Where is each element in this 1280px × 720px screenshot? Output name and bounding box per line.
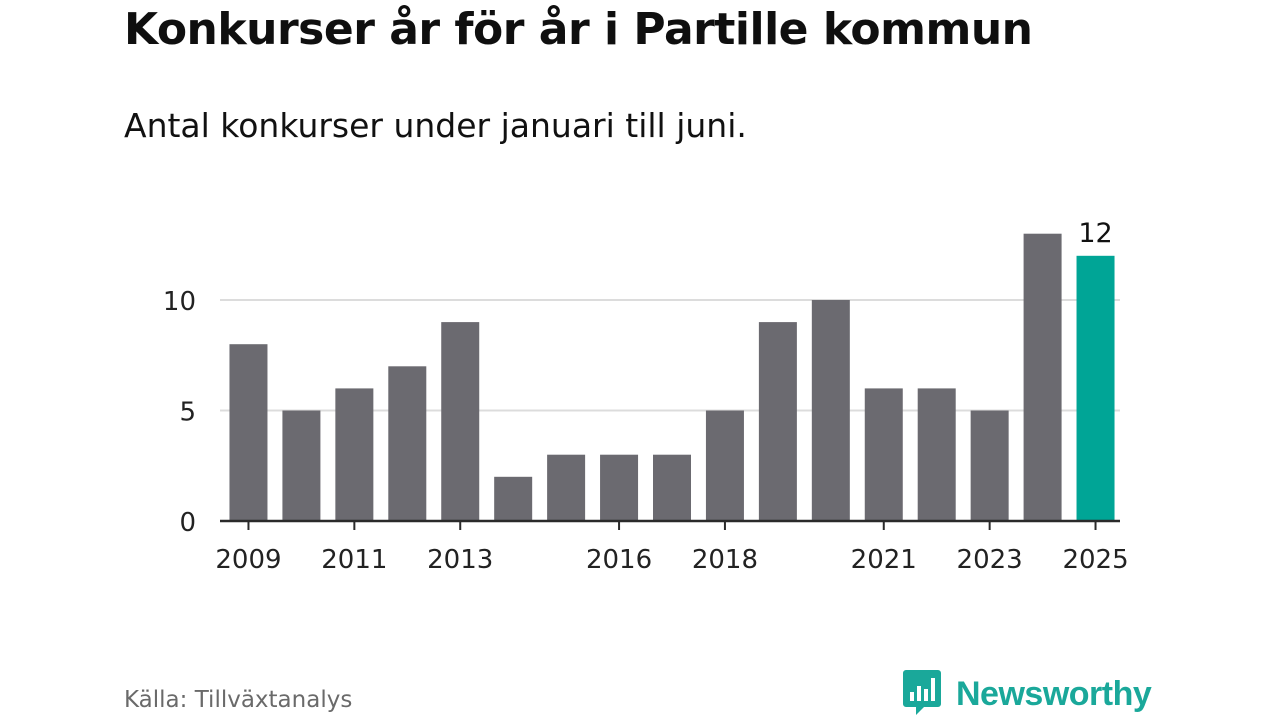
x-tick-label: 2009 xyxy=(215,545,281,575)
bar-2022 xyxy=(917,388,956,521)
x-axis-labels: 2009 2011 2013 2016 2018 2021 2023 2025 xyxy=(215,545,1128,575)
bar-2016 xyxy=(600,454,639,521)
x-tick-label: 2011 xyxy=(321,545,387,575)
bar-2015 xyxy=(547,454,586,521)
x-tick-label: 2018 xyxy=(692,545,758,575)
bar-2014 xyxy=(494,476,533,521)
bar-2025 xyxy=(1076,255,1115,522)
y-tick-label: 5 xyxy=(179,398,196,428)
newsworthy-bar-logo-icon xyxy=(902,668,942,720)
bar-2020 xyxy=(811,300,850,521)
bars xyxy=(229,233,1115,522)
bar-2013 xyxy=(441,322,480,521)
bar-2009 xyxy=(229,344,268,521)
x-tick-label: 2013 xyxy=(427,545,493,575)
y-tick-label: 10 xyxy=(163,287,196,317)
y-axis-labels: 0 5 10 xyxy=(163,287,196,538)
bar-2021 xyxy=(864,388,903,521)
chart-title: Konkurser år för år i Partille kommun xyxy=(124,4,1033,55)
bar-2010 xyxy=(282,410,321,521)
data-labels: 12 xyxy=(1078,218,1112,249)
source-note: Källa: Tillväxtanalys xyxy=(124,687,353,713)
x-tick-label: 2025 xyxy=(1062,545,1128,575)
bar-2023 xyxy=(970,410,1009,521)
x-tick-label: 2016 xyxy=(586,545,652,575)
bar-2018 xyxy=(705,410,744,521)
x-tick-label: 2021 xyxy=(851,545,917,575)
brand-logo: Newsworthy xyxy=(902,668,1152,720)
brand-name: Newsworthy xyxy=(956,674,1152,713)
data-label: 12 xyxy=(1078,218,1112,249)
bar-2019 xyxy=(758,322,797,521)
bar-2024 xyxy=(1023,233,1062,521)
x-axis-ticks xyxy=(220,519,1120,530)
bar-2012 xyxy=(388,366,427,521)
x-tick-label: 2023 xyxy=(957,545,1023,575)
bar-2017 xyxy=(653,454,691,521)
y-tick-label: 0 xyxy=(179,508,196,538)
chart-subtitle: Antal konkurser under januari till juni. xyxy=(124,106,747,145)
bar-2011 xyxy=(335,388,374,521)
